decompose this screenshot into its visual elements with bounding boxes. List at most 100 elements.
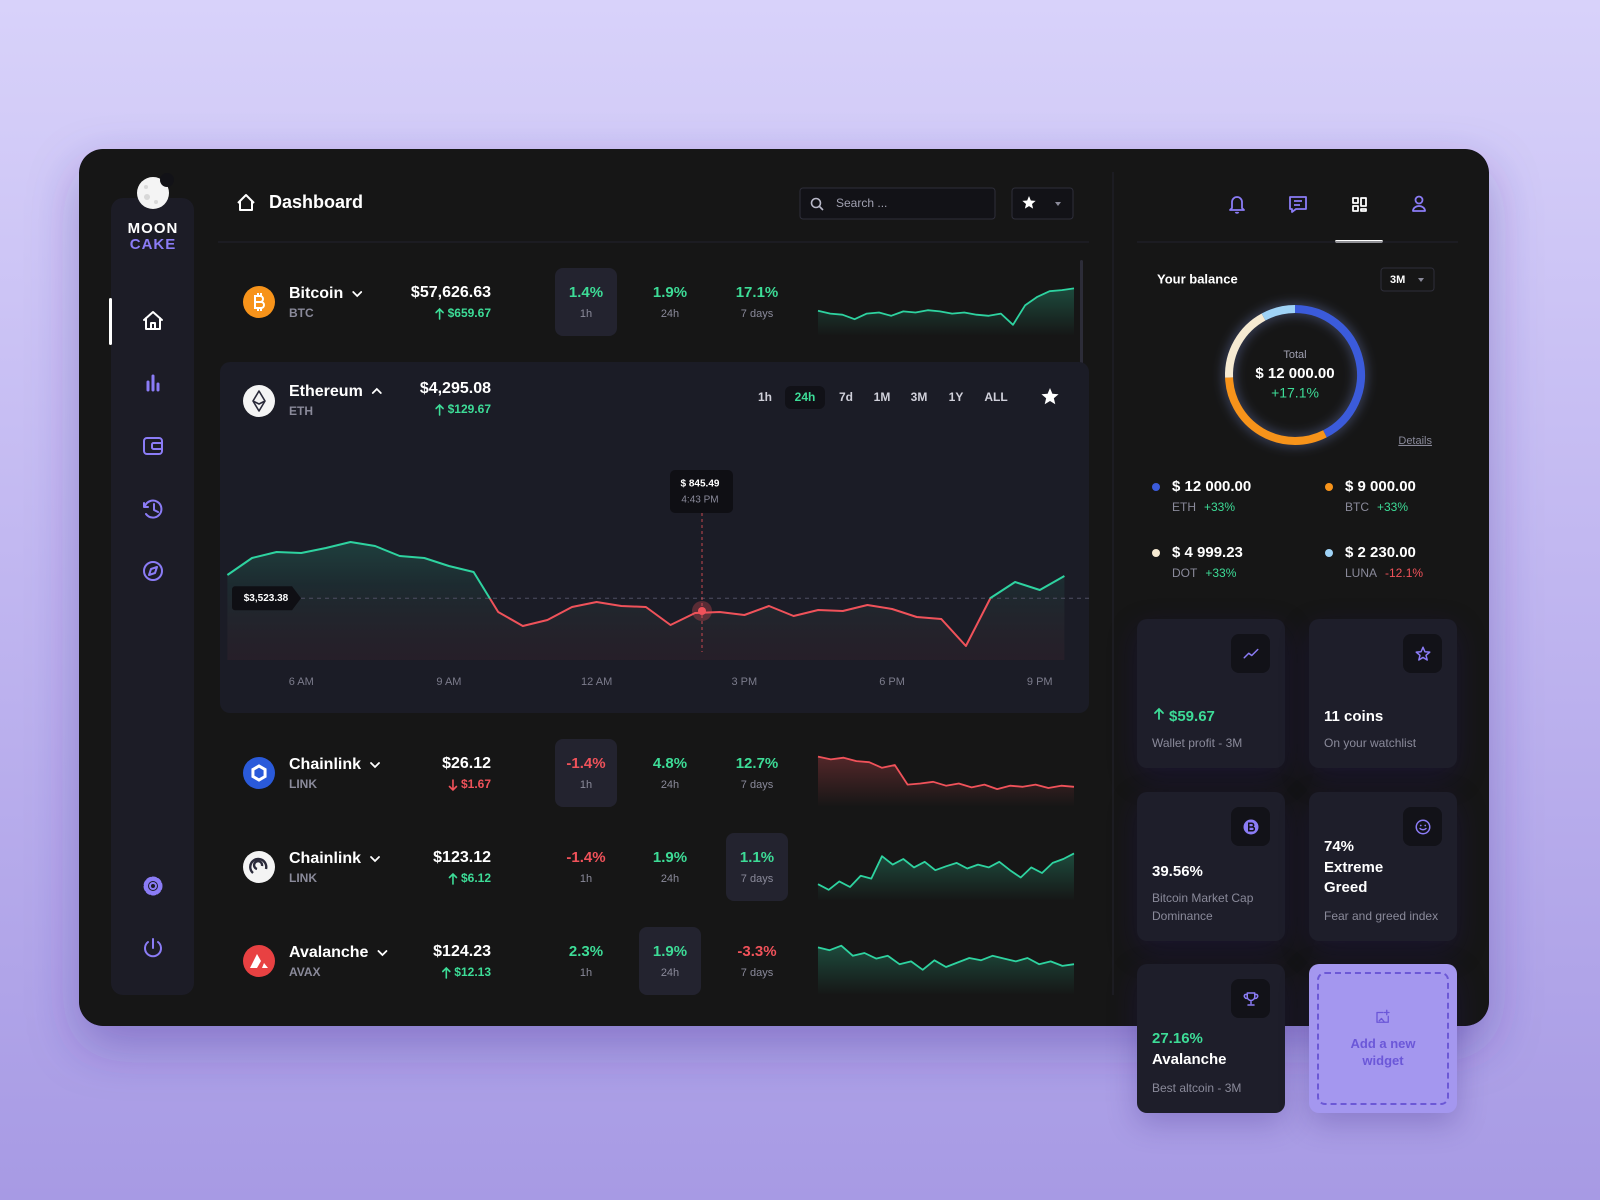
favorite-star[interactable] [1041,388,1059,405]
range-button[interactable]: 3M [911,390,928,404]
period-label: 24h [661,873,679,885]
widget-card[interactable]: 39.56% Bitcoin Market Cap Dominance [1137,792,1285,941]
coin-change: $1.67 [461,777,491,791]
period-label: 1h [580,308,592,320]
add-widget-label: Add a new widget [1350,1036,1416,1068]
percent-change: -1.4% [566,849,605,866]
coin-icon [243,385,275,417]
widget-value: 39.56% [1152,863,1203,880]
coin-price: $123.12 [433,849,491,866]
nav-logout[interactable] [144,938,162,958]
profile-icon[interactable] [1412,195,1426,212]
expanded-panel [220,362,1089,713]
search-placeholder[interactable]: Search ... [836,196,887,210]
range-button[interactable]: 7d [839,390,853,404]
period-label: 7 days [741,873,774,885]
holding-change: -12.1% [1385,566,1423,580]
coin-change: $129.67 [448,402,492,416]
coin-name: Chainlink [289,850,361,867]
brand-top: MOON [128,220,179,237]
coin-symbol: BTC [289,306,314,320]
brand-bottom: CAKE [130,236,177,253]
x-tick-label: 9 PM [1027,676,1053,688]
spark-area [818,853,1074,901]
legend-dot [1152,549,1160,557]
tooltip-value: $ 845.49 [681,479,720,490]
nav-settings[interactable] [143,876,163,896]
period-label: 24h [661,308,679,320]
donut-segment [1261,305,1296,321]
period-label: 7 days [741,967,774,979]
x-tick-label: 6 AM [289,676,314,688]
donut-segment [1225,377,1327,445]
widgets-icon[interactable] [1352,197,1367,212]
holding-amount: $ 4 999.23 [1172,544,1243,561]
widget-card[interactable]: 11 coins On your watchlist [1309,619,1457,768]
widget-caption: Best altcoin - 3M [1152,1081,1242,1095]
period-select[interactable] [1380,267,1435,292]
widget-value: $59.67 [1169,707,1215,725]
nav-stats[interactable] [146,374,160,392]
widget-caption: Bitcoin Market Cap Dominance [1152,891,1254,923]
coin-name: Chainlink [289,756,361,773]
percent-change: -1.4% [566,755,605,772]
favorites-button[interactable] [1011,187,1074,220]
period-label: 1h [580,967,592,979]
nav-wallet[interactable] [143,437,163,455]
coin-icon [243,851,275,883]
widget-card[interactable]: 27.16% Avalanche Best altcoin - 3M [1137,964,1285,1113]
range-button[interactable]: 1h [758,390,772,404]
x-tick-label: 3 PM [732,676,758,688]
nav-history[interactable] [143,499,163,519]
range-button[interactable]: ALL [984,390,1007,404]
total-label: Total [1283,349,1306,361]
legend-dot [1325,549,1333,557]
price-area [227,542,1065,660]
coin-glyph [254,293,265,311]
coin-icon [243,945,275,977]
percent-change: 1.4% [569,284,603,301]
widget-title: Avalanche [1152,1051,1227,1068]
holding-amount: $ 12 000.00 [1172,478,1251,495]
range-button[interactable]: 1M [874,390,891,404]
coin-glyph [250,954,268,968]
range-button[interactable]: 1Y [949,390,964,404]
details-link[interactable]: Details [1398,435,1432,447]
search-box[interactable] [799,187,996,220]
arrow-icon [435,403,444,416]
nav-home[interactable] [143,311,163,330]
highlight-cell [555,268,617,336]
widget-value-row: 11 coins [1324,708,1445,725]
widget-value-row: 39.56% [1152,863,1273,880]
chevron-icon [371,387,382,394]
widget-card[interactable]: 74% Extreme Greed Fear and greed index [1309,792,1457,941]
add-widget-card[interactable]: Add a new widget [1309,964,1457,1113]
holding-change: +33% [1377,500,1408,514]
donut-segment [1225,313,1266,378]
range-button[interactable]: 24h [795,390,816,404]
arrow-icon [435,307,444,320]
chevron-icon [370,762,380,769]
legend-dot [1325,483,1333,491]
holding-symbol: LUNA [1345,566,1377,580]
percent-change: 1.1% [740,849,774,866]
reference-label: $3,523.38 [244,593,289,604]
period-label: 24h [661,967,679,979]
widget-card[interactable]: $59.67 Wallet profit - 3M [1137,619,1285,768]
x-tick-label: 6 PM [879,676,905,688]
messages-icon[interactable] [1289,196,1307,213]
balance-title: Your balance [1157,271,1238,286]
notifications-icon[interactable] [1229,196,1245,214]
widget-text: 39.56% Bitcoin Market Cap Dominance [1152,863,1273,925]
highlight-cell [639,927,701,995]
search-icon [810,197,822,209]
widget-text: 27.16% Avalanche Best altcoin - 3M [1152,1030,1273,1097]
widget-icon [1231,979,1270,1018]
coin-price: $26.12 [442,755,491,772]
tooltip [670,470,733,513]
nav-explore[interactable] [143,561,163,581]
period-label: 7 days [741,308,774,320]
coin-icon-bg [243,385,275,417]
highlight-cell [555,739,617,807]
